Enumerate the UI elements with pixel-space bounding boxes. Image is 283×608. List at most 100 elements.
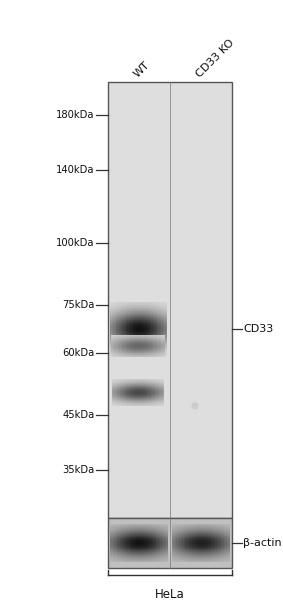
Bar (151, 354, 153, 355)
Bar (115, 338, 116, 339)
Bar (157, 355, 158, 356)
Bar (163, 320, 164, 321)
Bar (142, 347, 143, 348)
Bar (139, 339, 140, 340)
Bar (125, 311, 126, 312)
Bar (116, 310, 117, 311)
Bar (147, 353, 149, 354)
Bar (153, 313, 154, 314)
Bar (164, 317, 166, 319)
Bar (166, 337, 167, 338)
Bar (151, 319, 153, 320)
Bar (144, 340, 146, 341)
Bar (134, 333, 136, 334)
Bar (144, 324, 146, 325)
Bar (112, 328, 113, 330)
Bar (160, 344, 161, 345)
Bar (143, 356, 144, 357)
Bar (115, 346, 116, 347)
Bar (116, 322, 117, 323)
Bar (134, 349, 136, 350)
Bar (156, 327, 157, 328)
Bar (127, 326, 129, 327)
Bar (129, 350, 130, 351)
Bar (127, 336, 129, 337)
Bar (129, 331, 130, 332)
Bar (126, 337, 127, 338)
Bar (115, 319, 116, 320)
Bar (150, 321, 151, 322)
Bar (110, 347, 112, 348)
Bar (161, 316, 163, 317)
Bar (157, 310, 158, 311)
Bar (113, 336, 115, 337)
Bar (134, 303, 136, 304)
Bar (116, 309, 117, 310)
Bar (129, 354, 130, 355)
Bar (151, 303, 153, 304)
Bar (142, 314, 143, 315)
Bar (129, 332, 130, 333)
Bar (115, 343, 116, 344)
Bar (157, 309, 158, 310)
Bar (125, 350, 126, 351)
Bar (113, 313, 115, 314)
Bar (164, 347, 166, 348)
Bar (156, 315, 157, 316)
Bar (143, 332, 144, 333)
Bar (119, 332, 120, 333)
Bar (132, 304, 133, 305)
Bar (139, 353, 140, 354)
Bar (134, 341, 136, 342)
Bar (154, 340, 156, 341)
Bar (144, 304, 146, 305)
Bar (143, 349, 144, 350)
Bar (130, 339, 132, 340)
Bar (158, 348, 160, 349)
Bar (116, 328, 117, 330)
Bar (120, 338, 122, 339)
Bar (112, 313, 113, 314)
Bar (157, 334, 158, 335)
Bar (161, 322, 163, 323)
Bar (150, 338, 151, 339)
Bar (129, 325, 130, 326)
Bar (122, 327, 123, 328)
Bar (161, 346, 163, 347)
Bar (139, 332, 140, 333)
Bar (142, 334, 143, 335)
Bar (137, 327, 139, 328)
Bar (123, 310, 125, 311)
Bar (161, 348, 163, 349)
Bar (166, 344, 167, 345)
Bar (153, 338, 154, 339)
Bar (160, 348, 161, 349)
Bar (151, 305, 153, 306)
Bar (147, 309, 149, 310)
Bar (151, 331, 153, 332)
Bar (166, 349, 167, 350)
Bar (153, 317, 154, 319)
Bar (137, 319, 139, 320)
Bar (156, 340, 157, 341)
Bar (157, 312, 158, 313)
Bar (142, 342, 143, 343)
Bar (166, 312, 167, 313)
Bar (123, 331, 125, 332)
Bar (110, 320, 112, 321)
Bar (115, 326, 116, 327)
Bar (161, 356, 163, 357)
Bar (132, 356, 133, 357)
Bar (151, 324, 153, 325)
Bar (116, 302, 117, 303)
Bar (116, 343, 117, 344)
Bar (115, 310, 116, 311)
Bar (133, 341, 134, 342)
Bar (136, 314, 137, 315)
Bar (160, 305, 161, 306)
Bar (161, 305, 163, 306)
Bar (126, 304, 127, 305)
Bar (149, 340, 150, 341)
Bar (142, 345, 143, 346)
Bar (125, 341, 126, 342)
